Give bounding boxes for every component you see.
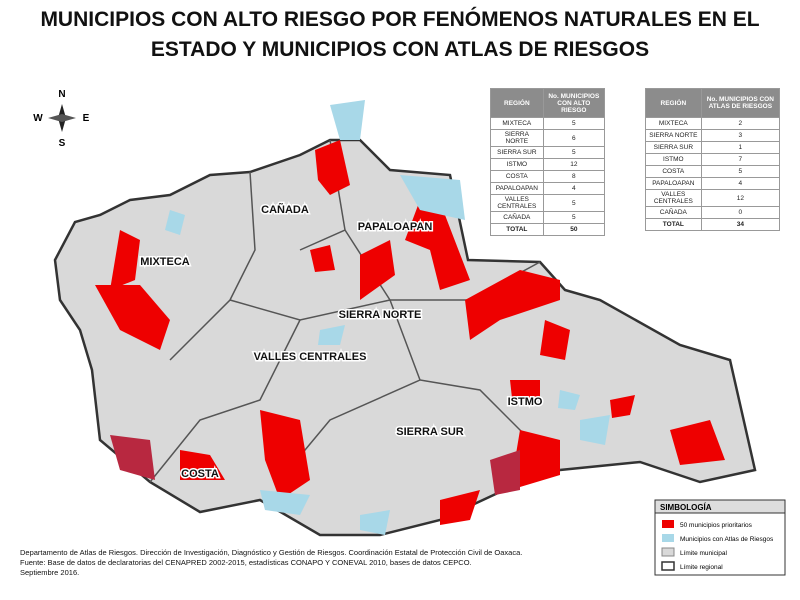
row: MIXTECA 2 bbox=[645, 117, 781, 130]
row: SIERRA NORTE 3 bbox=[645, 129, 781, 142]
header-cell: REGIÓN bbox=[645, 88, 702, 118]
cell: MIXTECA bbox=[645, 117, 702, 130]
cell: 0 bbox=[700, 206, 781, 219]
row: CAÑADA 0 bbox=[645, 206, 781, 219]
cell: MIXTECA bbox=[490, 117, 544, 130]
row: PAPALOAPAN 4 bbox=[645, 177, 781, 190]
cell: COSTA bbox=[645, 165, 702, 178]
legend-swatch bbox=[662, 520, 674, 528]
row: PAPALOAPAN 4 bbox=[490, 182, 606, 195]
region-label: SIERRA NORTE bbox=[339, 309, 422, 321]
compass-e: E bbox=[83, 113, 90, 124]
cell: SIERRA NORTE bbox=[490, 129, 544, 147]
atlas-municipalities bbox=[165, 100, 610, 535]
region-label: CAÑADA bbox=[261, 203, 309, 216]
legend-swatch bbox=[662, 534, 674, 542]
cell: 5 bbox=[700, 165, 781, 178]
cell: SIERRA SUR bbox=[645, 141, 702, 154]
cell: SIERRA NORTE bbox=[645, 129, 702, 142]
row: SIERRA NORTE 6 bbox=[490, 129, 606, 147]
cell: 5 bbox=[542, 146, 606, 159]
priority-municipalities bbox=[95, 140, 725, 525]
region-label: VALLES CENTRALES bbox=[254, 351, 367, 363]
compass-n: N bbox=[58, 89, 65, 100]
row: COSTA 8 bbox=[490, 170, 606, 183]
legend-swatch bbox=[661, 547, 675, 557]
region-label: MIXTECA bbox=[140, 256, 190, 268]
cell: 5 bbox=[542, 211, 606, 224]
region-label: COSTA bbox=[181, 468, 219, 480]
region-label: SIERRA SUR bbox=[396, 426, 463, 438]
cell: 8 bbox=[542, 170, 606, 183]
row: COSTA 5 bbox=[645, 165, 781, 178]
cell: 4 bbox=[700, 177, 781, 190]
footer: Fuente: Base de datos de declaratorias d… bbox=[20, 558, 472, 567]
priority-dark bbox=[110, 435, 520, 495]
legend-item: Municipios con Atlas de Riesgos bbox=[680, 536, 774, 543]
header-cell: REGIÓN bbox=[490, 88, 544, 118]
cell: 2 bbox=[700, 117, 781, 130]
cell: 1 bbox=[700, 141, 781, 154]
header-cell: No. MUNICIPIOS CON ALTO RIESGO bbox=[542, 88, 606, 118]
legend-item: 50 municipios prioritarios bbox=[680, 522, 753, 529]
total-row: TOTAL 34 bbox=[645, 218, 781, 231]
cell: 12 bbox=[542, 158, 606, 171]
legend-swatch bbox=[661, 561, 675, 571]
header-cell: No. MUNICIPIOS CON ATLAS DE RIESGOS bbox=[700, 88, 781, 118]
cell: 6 bbox=[542, 129, 606, 147]
cell: CAÑADA bbox=[490, 211, 544, 224]
legend-item: Límite regional bbox=[680, 564, 723, 571]
header-row: REGIÓN No. MUNICIPIOS CON ATLAS DE RIESGO… bbox=[645, 88, 781, 118]
header-row: REGIÓN No. MUNICIPIOS CON ALTO RIESGO bbox=[490, 88, 606, 118]
cell: VALLES CENTRALES bbox=[490, 194, 544, 212]
cell: 4 bbox=[542, 182, 606, 195]
cell: 7 bbox=[700, 153, 781, 166]
cell: PAPALOAPAN bbox=[645, 177, 702, 190]
compass-w: W bbox=[33, 113, 43, 124]
cell: 5 bbox=[542, 117, 606, 130]
row: MIXTECA 5 bbox=[490, 117, 606, 130]
cell: 12 bbox=[700, 189, 781, 207]
title: ESTADO Y MUNICIPIOS CON ATLAS DE RIESGOS bbox=[150, 38, 650, 61]
row: SIERRA SUR 1 bbox=[645, 141, 781, 154]
total-row: TOTAL 50 bbox=[490, 223, 606, 236]
cell: ISTMO bbox=[490, 158, 544, 171]
row: CAÑADA 5 bbox=[490, 211, 606, 224]
legend-item: Límite municipal bbox=[680, 550, 728, 557]
cell: ISTMO bbox=[645, 153, 702, 166]
compass bbox=[48, 104, 76, 132]
cell: COSTA bbox=[490, 170, 544, 183]
row: VALLES CENTRALES 5 bbox=[490, 194, 606, 212]
region-label: ISTMO bbox=[508, 396, 543, 408]
table: REGIÓN No. MUNICIPIOS CON ALTO RIESGO MIXT… bbox=[490, 88, 606, 236]
cell: PAPALOAPAN bbox=[490, 182, 544, 195]
cell: TOTAL bbox=[645, 218, 702, 231]
cell: 3 bbox=[700, 129, 781, 142]
legend-header bbox=[654, 499, 786, 514]
cell: 5 bbox=[542, 194, 606, 212]
compass-s: S bbox=[59, 138, 66, 149]
cell: 50 bbox=[542, 223, 606, 236]
region-label: PAPALOAPAN bbox=[358, 221, 433, 233]
cell: TOTAL bbox=[490, 223, 544, 236]
cell: 34 bbox=[700, 218, 781, 231]
title: MUNICIPIOS CON ALTO RIESGO POR FENÓMENOS… bbox=[40, 8, 760, 31]
row: VALLES CENTRALES 12 bbox=[645, 189, 781, 207]
legend-title: SIMBOLOGÍA bbox=[660, 503, 712, 512]
cell: VALLES CENTRALES bbox=[645, 189, 702, 207]
footer: Septiembre 2016. bbox=[20, 568, 80, 577]
row: SIERRA SUR 5 bbox=[490, 146, 606, 159]
cell: CAÑADA bbox=[645, 206, 702, 219]
table: REGIÓN No. MUNICIPIOS CON ATLAS DE RIESGO… bbox=[645, 88, 781, 231]
footer: Departamento de Atlas de Riesgos. Direcc… bbox=[20, 548, 523, 557]
row: ISTMO 12 bbox=[490, 158, 606, 171]
row: ISTMO 7 bbox=[645, 153, 781, 166]
cell: SIERRA SUR bbox=[490, 146, 544, 159]
